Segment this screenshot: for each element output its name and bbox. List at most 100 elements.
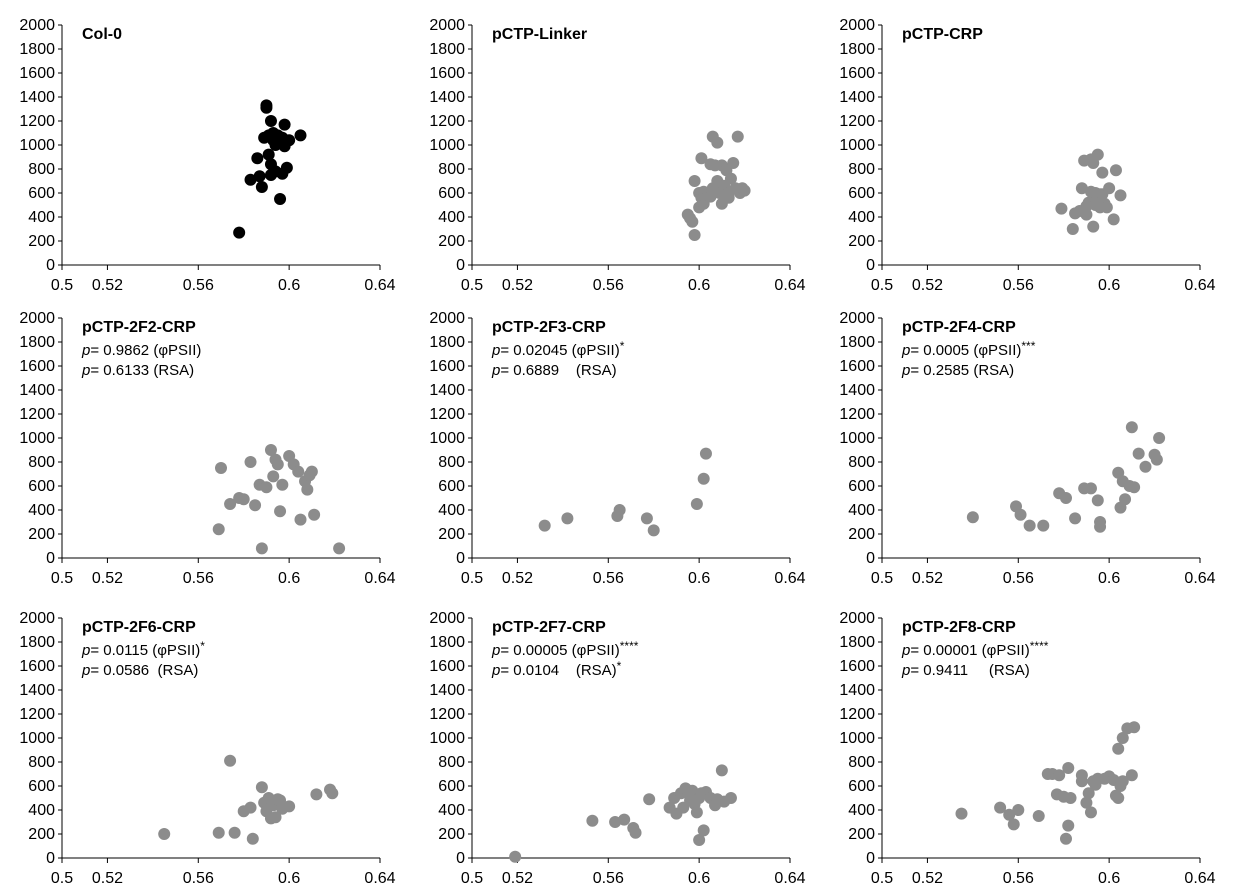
significance-stars: * xyxy=(200,639,205,653)
y-tick-label: 1400 xyxy=(19,682,55,699)
y-tick-label: 400 xyxy=(438,209,465,226)
p-value-line: p= 0.2585 (RSA) xyxy=(901,362,1014,379)
x-tick-label: 0.64 xyxy=(774,570,805,587)
y-tick-label: 200 xyxy=(438,826,465,843)
data-point xyxy=(305,465,318,478)
y-tick-label: 1200 xyxy=(19,113,55,130)
data-point xyxy=(1114,189,1127,202)
y-tick-label: 1000 xyxy=(429,137,465,154)
data-point xyxy=(1064,792,1077,804)
y-tick-label: 400 xyxy=(28,802,55,819)
data-point xyxy=(1125,769,1138,782)
y-tick-label: 600 xyxy=(438,185,465,202)
p-value-text: = 0.00005 (φPSII) xyxy=(500,642,619,659)
y-tick-label: 2000 xyxy=(19,610,55,627)
y-tick-label: 0 xyxy=(46,850,55,867)
x-tick-label: 0.5 xyxy=(461,870,483,887)
p-value-line: p= 0.6889 (RSA) xyxy=(491,362,617,379)
data-point xyxy=(1082,787,1095,800)
data-point xyxy=(233,226,246,239)
x-tick-label: 0.56 xyxy=(1003,277,1034,294)
data-point xyxy=(695,152,708,165)
data-point xyxy=(1023,519,1036,532)
y-tick-label: 1200 xyxy=(19,706,55,723)
scatter-panel: 0 200 400 600 800 1000 1200 1400 1600 1800 2000 0.5… xyxy=(839,610,1215,887)
y-tick-label: 200 xyxy=(28,233,55,250)
data-point xyxy=(509,850,522,863)
y-tick-label: 200 xyxy=(28,826,55,843)
data-point xyxy=(966,511,979,524)
data-point xyxy=(693,834,706,846)
data-point xyxy=(274,505,287,518)
y-tick-label: 800 xyxy=(438,754,465,771)
data-point xyxy=(1132,447,1145,460)
y-tick-label: 2000 xyxy=(839,310,875,327)
y-tick-label: 1400 xyxy=(839,682,875,699)
y-tick-label: 1000 xyxy=(19,137,55,154)
x-tick-label: 0.64 xyxy=(774,277,805,294)
p-value-text: = 0.2585 (RSA) xyxy=(910,362,1014,379)
data-point xyxy=(1032,810,1045,822)
p-value-line: p= 0.00005 (φPSII)**** xyxy=(491,639,639,659)
data-point xyxy=(280,161,293,174)
x-tick-label: 0.6 xyxy=(688,277,710,294)
y-tick-label: 400 xyxy=(438,802,465,819)
y-tick-label: 400 xyxy=(848,502,875,519)
data-point xyxy=(618,813,631,826)
x-tick-label: 0.56 xyxy=(183,570,214,587)
data-point xyxy=(697,824,710,837)
y-tick-label: 1800 xyxy=(19,334,55,351)
panel-title: pCTP-2F2-CRP xyxy=(82,319,196,336)
data-point xyxy=(1012,804,1025,816)
y-tick-label: 1800 xyxy=(839,41,875,58)
x-tick-label: 0.5 xyxy=(871,870,893,887)
y-tick-label: 1000 xyxy=(839,430,875,447)
x-tick-label: 0.6 xyxy=(278,570,300,587)
y-tick-label: 0 xyxy=(866,850,875,867)
y-tick-label: 200 xyxy=(438,526,465,543)
x-tick-label: 0.56 xyxy=(1003,870,1034,887)
data-point xyxy=(1125,421,1138,434)
x-tick-label: 0.64 xyxy=(364,570,395,587)
y-tick-label: 0 xyxy=(46,257,55,274)
data-point xyxy=(1139,460,1152,473)
y-tick-label: 1000 xyxy=(19,730,55,747)
data-point xyxy=(688,175,701,187)
data-point xyxy=(1066,223,1079,235)
data-point xyxy=(1091,494,1104,507)
data-point xyxy=(640,512,653,525)
x-tick-label: 0.6 xyxy=(1098,870,1120,887)
p-symbol: p xyxy=(81,642,90,659)
x-tick-label: 0.6 xyxy=(688,870,710,887)
x-tick-label: 0.52 xyxy=(502,870,533,887)
x-tick-label: 0.64 xyxy=(774,870,805,887)
data-point xyxy=(629,826,642,839)
y-tick-label: 0 xyxy=(456,850,465,867)
data-point xyxy=(647,524,660,537)
data-point xyxy=(727,157,740,169)
y-tick-label: 1200 xyxy=(429,706,465,723)
p-value-line: p= 0.0115 (φPSII)* xyxy=(81,639,205,659)
scatter-panel: 0 200 400 600 800 1000 1200 1400 1600 1800 2000 0.5… xyxy=(19,610,395,887)
y-tick-label: 1200 xyxy=(839,406,875,423)
y-tick-label: 1400 xyxy=(839,89,875,106)
data-point xyxy=(688,229,701,241)
y-tick-label: 600 xyxy=(848,478,875,495)
data-point xyxy=(276,478,289,491)
data-point xyxy=(237,493,250,506)
y-tick-label: 1000 xyxy=(429,430,465,447)
data-point xyxy=(1003,808,1016,821)
p-value-text: = 0.0104 (RSA) xyxy=(500,662,616,679)
y-tick-label: 1600 xyxy=(19,658,55,675)
panel-title: pCTP-2F3-CRP xyxy=(492,319,606,336)
data-point xyxy=(1128,481,1141,494)
scatter-panel: 0 200 400 600 800 1000 1200 1400 1600 1800 2000 0.5… xyxy=(19,17,395,294)
x-tick-label: 0.52 xyxy=(92,570,123,587)
x-tick-label: 0.6 xyxy=(688,570,710,587)
p-value-line: p= 0.9862 (φPSII) xyxy=(81,342,201,359)
p-value-line: p= 0.0586 (RSA) xyxy=(81,662,198,679)
scatter-panel: 0 200 400 600 800 1000 1200 1400 1600 1800 2000 0.5… xyxy=(19,310,395,587)
data-point xyxy=(244,456,257,468)
data-point xyxy=(690,806,703,819)
